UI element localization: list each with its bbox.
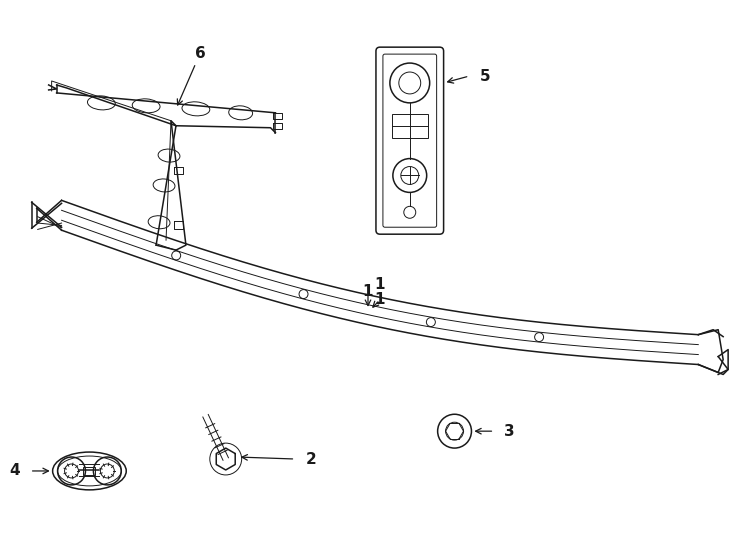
Text: 1: 1 <box>374 278 385 293</box>
Text: 1: 1 <box>374 292 385 307</box>
Text: 4: 4 <box>9 463 20 478</box>
Text: 1: 1 <box>363 285 374 299</box>
Text: 2: 2 <box>305 451 316 467</box>
Text: 3: 3 <box>504 424 515 438</box>
Bar <box>392 114 428 138</box>
Bar <box>84 467 95 475</box>
Text: 5: 5 <box>479 69 490 84</box>
Text: 6: 6 <box>195 45 206 60</box>
